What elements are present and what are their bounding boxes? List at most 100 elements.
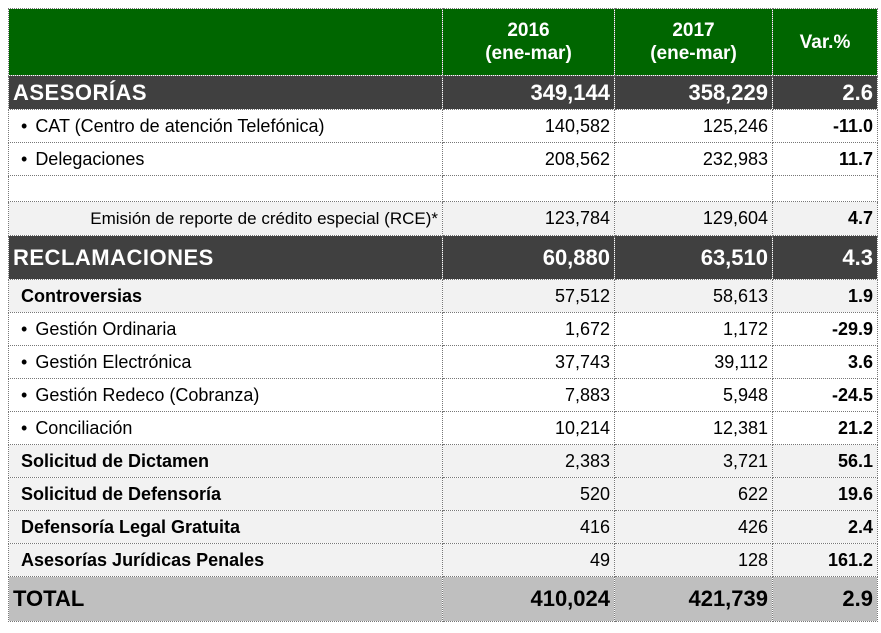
value-2017: 5,948 [614, 378, 773, 412]
value-2017: 12,381 [614, 411, 773, 445]
table-row: • Conciliación 10,214 12,381 21.2 [8, 411, 878, 445]
row-label: Solicitud de Dictamen [8, 444, 443, 478]
row-label: • Gestión Electrónica [8, 345, 443, 379]
value-2016: 416 [442, 510, 615, 544]
value-var: 2.9 [772, 576, 878, 622]
value-var: 2.6 [772, 75, 878, 110]
row-label-text: Delegaciones [35, 148, 145, 169]
header-2017: 2017 (ene-mar) [614, 8, 773, 76]
table-row-rce: Emisión de reporte de crédito especial (… [8, 201, 878, 236]
statistics-table: 2016 (ene-mar) 2017 (ene-mar) Var.% ASESOR… [8, 8, 878, 622]
bullet-icon: • [21, 115, 28, 136]
row-label: • Conciliación [8, 411, 443, 445]
row-label-text: CAT (Centro de atención Telefónica) [35, 115, 325, 136]
table-row: • Gestión Redeco (Cobranza) 7,883 5,948 -24.… [8, 378, 878, 412]
value-var: 11.7 [772, 142, 878, 176]
row-label: • CAT (Centro de atención Telefónica) [8, 109, 443, 143]
value-var: 3.6 [772, 345, 878, 379]
value-var: 56.1 [772, 444, 878, 478]
section-row-asesorias: ASESORÍAS 349,144 358,229 2.6 [8, 75, 878, 110]
value-var: -24.5 [772, 378, 878, 412]
value-2016 [442, 175, 615, 202]
header-2017-period: (ene-mar) [650, 43, 737, 64]
value-2017: 421,739 [614, 576, 773, 622]
value-var: -11.0 [772, 109, 878, 143]
header-row: 2016 (ene-mar) 2017 (ene-mar) Var.% [8, 8, 878, 76]
value-var: 161.2 [772, 543, 878, 577]
value-2016: 49 [442, 543, 615, 577]
value-2016: 123,784 [442, 201, 615, 236]
value-2017: 129,604 [614, 201, 773, 236]
value-2016: 37,743 [442, 345, 615, 379]
bullet-icon: • [21, 384, 28, 405]
header-2017-year: 2017 [672, 20, 715, 41]
table-row: Controversias 57,512 58,613 1.9 [8, 279, 878, 313]
value-var: 1.9 [772, 279, 878, 313]
bullet-icon: • [21, 318, 28, 339]
value-var [772, 175, 878, 202]
value-2016: 1,672 [442, 312, 615, 346]
value-var: 21.2 [772, 411, 878, 445]
row-label-text: Conciliación [35, 417, 133, 438]
row-label: TOTAL [8, 576, 443, 622]
row-label: • Gestión Ordinaria [8, 312, 443, 346]
bullet-icon: • [21, 148, 28, 169]
value-2017: 426 [614, 510, 773, 544]
value-2017: 358,229 [614, 75, 773, 110]
value-2017: 1,172 [614, 312, 773, 346]
value-2017: 3,721 [614, 444, 773, 478]
header-2016: 2016 (ene-mar) [442, 8, 615, 76]
row-label: Emisión de reporte de crédito especial (… [8, 201, 443, 236]
blank-row [8, 175, 878, 202]
header-var: Var.% [772, 8, 878, 76]
row-label: RECLAMACIONES [8, 235, 443, 280]
value-2016: 7,883 [442, 378, 615, 412]
value-var: -29.9 [772, 312, 878, 346]
value-2016: 60,880 [442, 235, 615, 280]
value-2016: 410,024 [442, 576, 615, 622]
value-2017: 128 [614, 543, 773, 577]
value-2016: 349,144 [442, 75, 615, 110]
value-2017: 63,510 [614, 235, 773, 280]
value-2016: 57,512 [442, 279, 615, 313]
section-row-reclamaciones: RECLAMACIONES 60,880 63,510 4.3 [8, 235, 878, 280]
value-var: 19.6 [772, 477, 878, 511]
table-row: Defensoría Legal Gratuita 416 426 2.4 [8, 510, 878, 544]
header-2016-period: (ene-mar) [485, 43, 572, 64]
value-2017: 58,613 [614, 279, 773, 313]
row-label-text: Gestión Ordinaria [35, 318, 177, 339]
total-row: TOTAL 410,024 421,739 2.9 [8, 576, 878, 622]
table-row: Solicitud de Defensoría 520 622 19.6 [8, 477, 878, 511]
row-label: Controversias [8, 279, 443, 313]
row-label: Defensoría Legal Gratuita [8, 510, 443, 544]
row-label: • Gestión Redeco (Cobranza) [8, 378, 443, 412]
value-2017: 125,246 [614, 109, 773, 143]
table-row: • CAT (Centro de atención Telefónica) 140,… [8, 109, 878, 143]
value-2016: 208,562 [442, 142, 615, 176]
value-2016: 2,383 [442, 444, 615, 478]
row-label: Asesorías Jurídicas Penales [8, 543, 443, 577]
value-2017: 232,983 [614, 142, 773, 176]
row-label: Solicitud de Defensoría [8, 477, 443, 511]
value-var: 4.3 [772, 235, 878, 280]
value-2016: 140,582 [442, 109, 615, 143]
value-2017: 39,112 [614, 345, 773, 379]
row-label [8, 175, 443, 202]
table-row: • Gestión Electrónica 37,743 39,112 3.6 [8, 345, 878, 379]
value-2017: 622 [614, 477, 773, 511]
table-row: Solicitud de Dictamen 2,383 3,721 56.1 [8, 444, 878, 478]
bullet-icon: • [21, 351, 28, 372]
header-2016-year: 2016 [507, 20, 550, 41]
value-2016: 10,214 [442, 411, 615, 445]
table-row: • Delegaciones 208,562 232,983 11.7 [8, 142, 878, 176]
value-var: 4.7 [772, 201, 878, 236]
bullet-icon: • [21, 417, 28, 438]
table-row: • Gestión Ordinaria 1,672 1,172 -29.9 [8, 312, 878, 346]
header-blank [8, 8, 443, 76]
table-row: Asesorías Jurídicas Penales 49 128 161.2 [8, 543, 878, 577]
value-2016: 520 [442, 477, 615, 511]
value-var: 2.4 [772, 510, 878, 544]
row-label: • Delegaciones [8, 142, 443, 176]
value-2017 [614, 175, 773, 202]
row-label-text: Gestión Redeco (Cobranza) [35, 384, 260, 405]
